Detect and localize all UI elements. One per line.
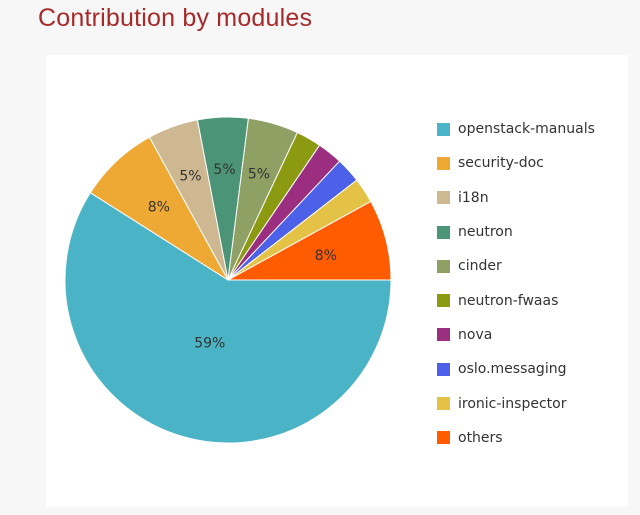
legend-swatch	[437, 156, 450, 170]
legend-label: openstack-manuals	[458, 121, 595, 138]
legend-label: cinder	[458, 258, 502, 275]
legend-label: oslo.messaging	[458, 361, 567, 378]
chart-title: Contribution by modules	[38, 4, 313, 32]
slice-label-neutron: 5%	[213, 162, 235, 178]
legend-item-neutron-fwaas[interactable]: neutron-fwaas	[437, 283, 632, 317]
legend-swatch	[437, 328, 450, 342]
legend-item-openstack-manuals[interactable]: openstack-manuals	[437, 112, 632, 146]
legend-item-cinder[interactable]: cinder	[437, 249, 632, 283]
legend-swatch	[437, 294, 450, 308]
pie-slice-openstack-manuals	[64, 191, 392, 444]
legend-label: security-doc	[458, 155, 544, 172]
legend-item-ironic-inspector[interactable]: ironic-inspector	[437, 386, 632, 420]
legend-swatch	[437, 259, 450, 273]
pie-slice-others	[227, 200, 392, 281]
slice-label-i18n: 5%	[179, 169, 201, 185]
legend-item-neutron[interactable]: neutron	[437, 215, 632, 249]
legend-swatch	[437, 225, 450, 239]
slice-label-others: 8%	[315, 248, 337, 264]
slice-label-openstack-manuals: 59%	[194, 336, 225, 352]
legend-label: nova	[458, 326, 493, 343]
legend-swatch	[437, 191, 450, 205]
legend-swatch	[437, 397, 450, 411]
legend-item-security-doc[interactable]: security-doc	[437, 146, 632, 180]
legend-item-i18n[interactable]: i18n	[437, 181, 632, 215]
legend-swatch	[437, 122, 450, 136]
legend-item-oslo-messaging[interactable]: oslo.messaging	[437, 352, 632, 386]
legend-item-nova[interactable]: nova	[437, 318, 632, 352]
legend-label: others	[458, 429, 503, 446]
slice-label-security-doc: 8%	[148, 199, 170, 215]
legend-label: i18n	[458, 189, 489, 206]
legend-swatch	[437, 362, 450, 376]
slice-label-cinder: 5%	[248, 167, 270, 183]
legend-label: neutron-fwaas	[458, 292, 559, 309]
legend-swatch	[437, 431, 450, 445]
chart-legend: openstack-manuals security-doc i18n neutron…	[437, 112, 632, 455]
legend-item-others[interactable]: others	[437, 421, 632, 455]
legend-label: neutron	[458, 224, 513, 241]
legend-label: ironic-inspector	[458, 395, 567, 412]
